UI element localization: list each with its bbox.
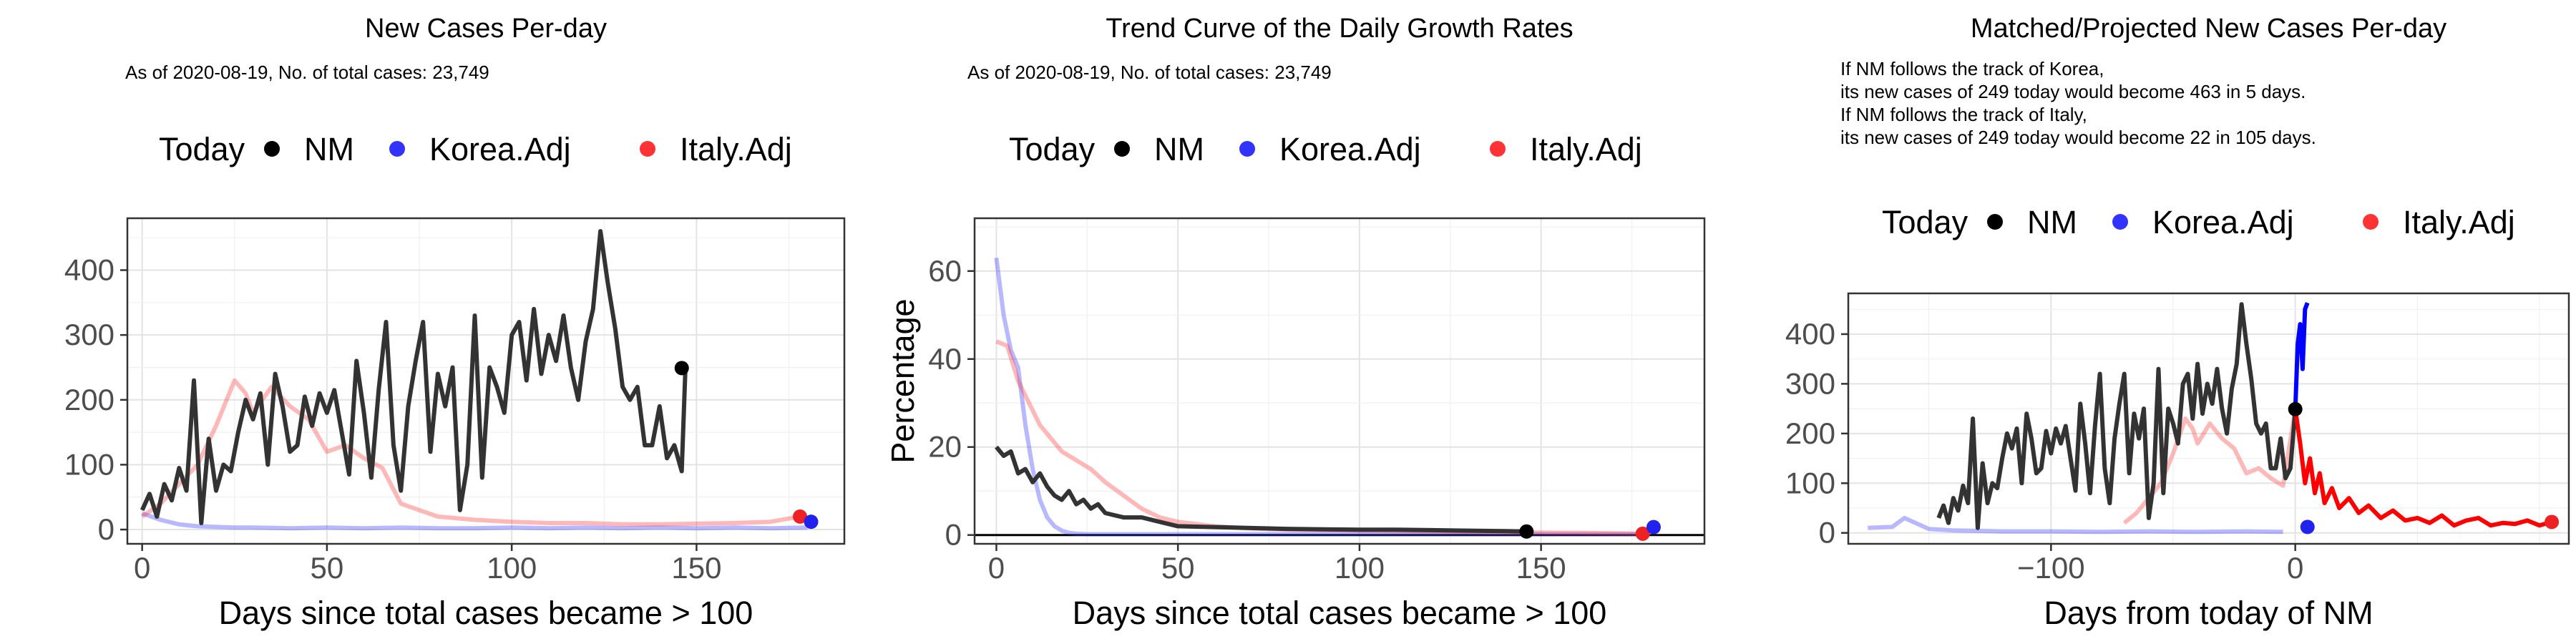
y-tick-label: 40 (928, 342, 962, 376)
series-group (1868, 302, 2552, 535)
x-tick-label: −100 (2017, 551, 2085, 585)
y-tick-label: 300 (64, 318, 114, 351)
gridlines (1848, 293, 2569, 544)
plot-border (1847, 292, 2570, 545)
legend-title: Today (1882, 204, 1968, 240)
today-point-italy-adj (793, 509, 808, 524)
plot-background (127, 218, 844, 544)
series-group (140, 229, 808, 531)
chart-subtitle-line: its new cases of 249 today would become … (1840, 127, 2316, 148)
chart-panel-3: Matched/Projected New Cases Per-day If NM… (1785, 14, 2570, 631)
y-tick-label: 400 (64, 253, 114, 287)
y-tick-label: 100 (64, 447, 114, 481)
legend-item: Italy.Adj (680, 131, 792, 167)
legend-title: Today (1009, 131, 1096, 167)
x-tick-label: 100 (487, 551, 537, 585)
legend-item: Italy.Adj (2403, 204, 2515, 240)
today-point-korea-adj (2300, 519, 2315, 535)
x-tick-label: 0 (134, 551, 150, 585)
today-point-korea-adj (804, 514, 819, 530)
x-tick-label: 0 (2287, 551, 2303, 585)
today-point-nm (2288, 401, 2303, 416)
x-tick-label: 150 (1516, 551, 1566, 585)
series-group (994, 257, 1650, 537)
legend: Today NM Korea.Adj Italy.Adj (159, 131, 792, 167)
series-line-nm (140, 229, 688, 525)
gridlines (127, 218, 844, 544)
y-tick-label: 0 (98, 512, 114, 546)
series-line-korea-adj (1868, 515, 2283, 535)
x-tick-label: 0 (988, 551, 1005, 585)
legend-title: Today (159, 131, 245, 167)
plot-border (973, 217, 1706, 545)
chart-title: Trend Curve of the Daily Growth Rates (1106, 14, 1573, 44)
chart-subtitle-line: As of 2020-08-19, No. of total cases: 23… (967, 62, 1332, 83)
y-axis-label: Percentage (884, 298, 921, 463)
y-tick-label: 0 (1819, 516, 1835, 550)
series-line-korea-adj-projected- (2293, 302, 2310, 409)
series-line-italy-adj-projected- (2293, 409, 2552, 528)
y-tick-label: 20 (928, 430, 962, 464)
series-line-nm (995, 445, 1527, 534)
series-line-nm (1936, 302, 2298, 530)
legend-item: Korea.Adj (1279, 131, 1421, 167)
legend-marker (640, 141, 655, 157)
legend-marker (1239, 141, 1255, 157)
legend-marker (1987, 214, 2003, 230)
legend-marker (1490, 141, 1506, 157)
today-point-korea-adj (1646, 519, 1661, 535)
y-tick-label: 60 (928, 254, 962, 288)
legend-marker (2112, 214, 2128, 230)
y-tick-label: 300 (1785, 366, 1835, 400)
chart-title: Matched/Projected New Cases Per-day (1971, 14, 2446, 44)
x-tick-label: 50 (311, 551, 344, 585)
legend-item: NM (1154, 131, 1204, 167)
today-point-nm (1519, 524, 1534, 539)
legend: Today NM Korea.Adj Italy.Adj (1009, 131, 1642, 167)
series-line-korea-adj (994, 257, 1650, 537)
chart-subtitle-line: If NM follows the track of Korea, (1840, 58, 2104, 79)
x-axis-label: Days from today of NM (2044, 595, 2373, 631)
x-tick-label: 50 (1161, 551, 1195, 585)
legend-item: Korea.Adj (2152, 204, 2294, 240)
series-line-korea-adj (141, 511, 808, 531)
x-axis-label: Days since total cases became > 100 (1073, 595, 1607, 631)
legend-marker (264, 141, 280, 157)
legend-marker (2363, 214, 2379, 230)
chart-title: New Cases Per-day (365, 14, 607, 44)
legend-marker (389, 141, 405, 157)
today-point-nm (674, 361, 689, 376)
legend-marker (1114, 141, 1130, 157)
y-tick-label: 200 (1785, 416, 1835, 450)
plot-border (126, 217, 846, 545)
x-tick-label: 150 (671, 551, 721, 585)
x-tick-label: 100 (1335, 551, 1385, 585)
chart-subtitle-line: If NM follows the track of Italy, (1840, 104, 2087, 125)
y-tick-label: 200 (64, 383, 114, 416)
today-point-italy-adj (1635, 526, 1650, 541)
today-point-italy-adj (2545, 514, 2560, 530)
chart-subtitle-line: its new cases of 249 today would become … (1840, 81, 2306, 102)
series-line-italy-adj (2122, 409, 2298, 525)
chart-subtitle-line: As of 2020-08-19, No. of total cases: 23… (125, 62, 489, 83)
chart-panel-2: Trend Curve of the Daily Growth Rates As … (884, 14, 1706, 631)
x-axis-label: Days since total cases became > 100 (219, 595, 753, 631)
legend-item: Korea.Adj (429, 131, 571, 167)
plot-background (975, 218, 1704, 544)
y-tick-label: 100 (1785, 466, 1835, 499)
chart-panel-1: New Cases Per-day As of 2020-08-19, No. o… (64, 14, 846, 631)
legend-item: NM (304, 131, 354, 167)
legend-item: NM (2027, 204, 2077, 240)
legend-item: Italy.Adj (1530, 131, 1642, 167)
y-tick-label: 0 (945, 518, 962, 552)
y-tick-label: 400 (1785, 317, 1835, 351)
legend: Today NM Korea.Adj Italy.Adj (1882, 204, 2515, 240)
